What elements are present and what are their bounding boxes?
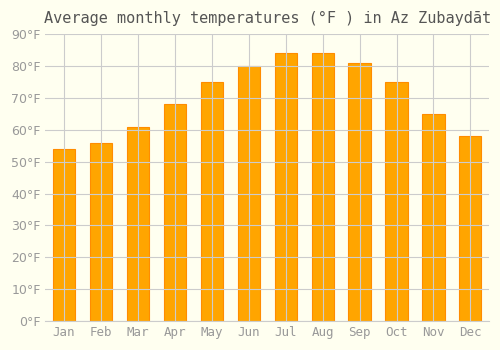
Bar (200, 82, 223, 321)
Bar (460, 136, 481, 321)
Bar (312, 53, 334, 321)
Bar (90, 142, 112, 321)
Bar (164, 104, 186, 321)
Bar (348, 63, 370, 321)
Bar (127, 127, 149, 321)
Bar (53, 149, 75, 321)
Title: Average monthly temperatures (°F ) in Az Zubaydāt: Average monthly temperatures (°F ) in Az… (44, 11, 490, 26)
Bar (386, 82, 407, 321)
Bar (422, 114, 444, 321)
Bar (274, 53, 296, 321)
Bar (238, 66, 260, 321)
